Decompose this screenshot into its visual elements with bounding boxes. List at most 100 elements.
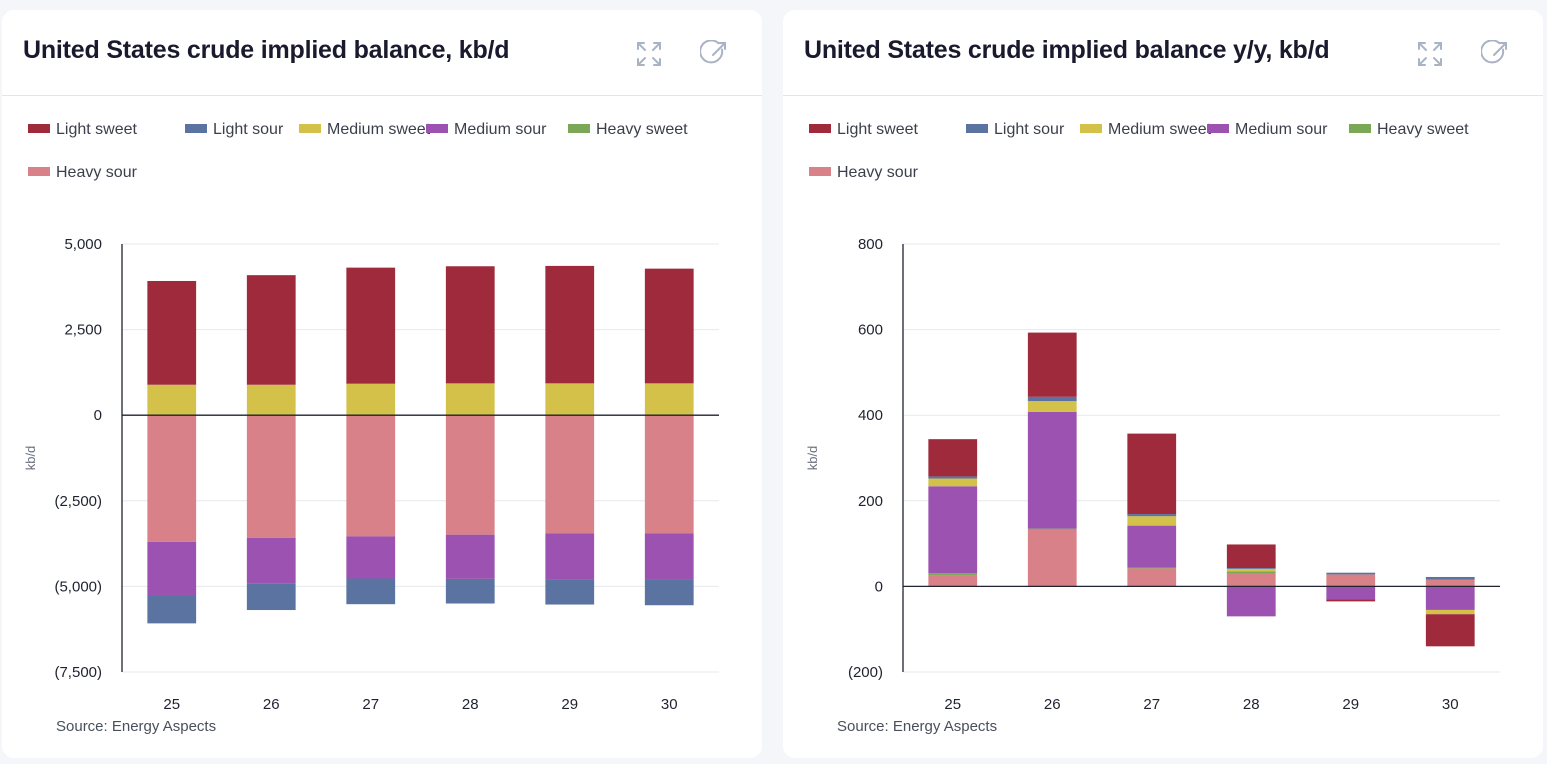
- y-tick-label: 5,000: [64, 236, 102, 253]
- bar-segment-medium-sour[interactable]: [1027, 411, 1077, 529]
- bar-segment-medium-sour[interactable]: [1127, 525, 1177, 568]
- bar-segment-heavy-sour[interactable]: [445, 415, 495, 535]
- bar-segment-heavy-sour[interactable]: [1326, 574, 1376, 587]
- bar-segment-medium-sour[interactable]: [346, 536, 396, 579]
- chart-title: United States crude implied balance y/y,…: [804, 36, 1330, 64]
- bar-segment-medium-sour[interactable]: [246, 537, 296, 584]
- legend-item-medium-sweet[interactable]: Medium sweet: [299, 120, 430, 140]
- bar-segment-light-sour[interactable]: [1226, 568, 1276, 569]
- x-tick-label: 28: [462, 696, 479, 713]
- bar-segment-light-sweet[interactable]: [1127, 433, 1177, 515]
- legend-item-light-sweet[interactable]: Light sweet: [28, 120, 137, 140]
- legend-label: Heavy sour: [837, 164, 918, 181]
- chart-card-balance-yoy: United States crude implied balance y/y,…: [783, 10, 1543, 758]
- bar-segment-light-sour[interactable]: [246, 583, 296, 611]
- bar-segment-medium-sour[interactable]: [1425, 586, 1475, 610]
- bar-segment-light-sour[interactable]: [928, 476, 978, 479]
- bar-segment-light-sweet[interactable]: [1425, 614, 1475, 647]
- bar-segment-heavy-sour[interactable]: [147, 415, 197, 542]
- bar-segment-medium-sour[interactable]: [1226, 586, 1276, 617]
- bar-segment-light-sour[interactable]: [1127, 514, 1177, 517]
- bar-segment-heavy-sweet[interactable]: [1027, 528, 1077, 530]
- bar-segment-medium-sweet[interactable]: [545, 383, 595, 416]
- share-icon[interactable]: [1481, 40, 1509, 68]
- bar-segment-medium-sweet[interactable]: [147, 384, 197, 416]
- bar-segment-heavy-sour[interactable]: [644, 415, 694, 534]
- legend-item-heavy-sweet[interactable]: Heavy sweet: [568, 120, 688, 140]
- bar-segment-medium-sour[interactable]: [445, 534, 495, 579]
- y-axis-label: kb/d: [23, 446, 38, 471]
- y-tick-label: 0: [94, 407, 102, 424]
- expand-icon[interactable]: [1416, 40, 1444, 68]
- bar-segment-medium-sweet[interactable]: [1226, 568, 1276, 572]
- bar-segment-light-sweet[interactable]: [147, 280, 197, 385]
- bar-segment-light-sour[interactable]: [545, 579, 595, 605]
- y-tick-label: 0: [875, 578, 883, 595]
- legend-swatch: [28, 124, 50, 134]
- bar-segment-medium-sweet[interactable]: [246, 384, 296, 416]
- bar-segment-medium-sweet[interactable]: [346, 383, 396, 416]
- y-tick-label: (7,500): [54, 664, 102, 681]
- bar-segment-light-sour[interactable]: [346, 578, 396, 605]
- legend-label: Medium sour: [454, 121, 547, 138]
- legend-swatch: [185, 124, 207, 134]
- legend-item-medium-sweet[interactable]: Medium sweet: [1080, 120, 1211, 140]
- bar-segment-light-sweet[interactable]: [346, 267, 396, 384]
- bar-segment-medium-sour[interactable]: [147, 541, 197, 596]
- legend-item-medium-sour[interactable]: Medium sour: [426, 120, 546, 140]
- legend-item-light-sour[interactable]: Light sour: [185, 120, 283, 140]
- legend-item-medium-sour[interactable]: Medium sour: [1207, 120, 1327, 140]
- bar-segment-heavy-sour[interactable]: [545, 415, 595, 534]
- legend-label: Heavy sour: [56, 164, 137, 181]
- legend-item-heavy-sour[interactable]: Heavy sour: [809, 163, 918, 183]
- legend-label: Medium sour: [1235, 121, 1328, 138]
- bar-segment-heavy-sour[interactable]: [1027, 529, 1077, 587]
- bar-segment-heavy-sweet[interactable]: [1226, 571, 1276, 574]
- bar-segment-light-sweet[interactable]: [445, 266, 495, 384]
- share-icon[interactable]: [700, 40, 728, 68]
- source-note: Source: Energy Aspects: [837, 718, 998, 735]
- bar-segment-medium-sour[interactable]: [545, 533, 595, 580]
- bar-segment-heavy-sour[interactable]: [928, 575, 978, 587]
- legend-swatch: [568, 124, 590, 134]
- bar-segment-medium-sour[interactable]: [1326, 586, 1376, 600]
- y-tick-label: 2,500: [64, 322, 102, 339]
- bar-segment-heavy-sweet[interactable]: [1127, 567, 1177, 569]
- bar-segment-light-sour[interactable]: [1027, 396, 1077, 402]
- bar-segment-medium-sweet[interactable]: [1425, 609, 1475, 615]
- bar-segment-medium-sour[interactable]: [644, 533, 694, 580]
- legend-item-light-sweet[interactable]: Light sweet: [809, 120, 918, 140]
- y-tick-label: 200: [858, 493, 883, 510]
- bar-segment-light-sour[interactable]: [147, 595, 197, 624]
- bar-segment-light-sweet[interactable]: [246, 275, 296, 385]
- bar-segment-heavy-sour[interactable]: [346, 415, 396, 537]
- legend-item-light-sour[interactable]: Light sour: [966, 120, 1064, 140]
- bar-segment-heavy-sour[interactable]: [246, 415, 296, 538]
- bar-segment-medium-sweet[interactable]: [1027, 401, 1077, 412]
- legend-swatch: [1349, 124, 1371, 134]
- bar-segment-light-sour[interactable]: [1425, 576, 1475, 580]
- bar-segment-medium-sweet[interactable]: [644, 383, 694, 416]
- expand-icon[interactable]: [635, 40, 663, 68]
- bar-segment-light-sweet[interactable]: [644, 268, 694, 384]
- x-tick-label: 29: [561, 696, 578, 713]
- bar-segment-medium-sweet[interactable]: [1127, 516, 1177, 526]
- bar-segment-light-sour[interactable]: [644, 579, 694, 606]
- bar-segment-heavy-sour[interactable]: [1425, 579, 1475, 587]
- legend-swatch: [1207, 124, 1229, 134]
- bar-segment-heavy-sour[interactable]: [1127, 568, 1177, 587]
- bar-segment-heavy-sour[interactable]: [1226, 573, 1276, 587]
- legend-item-heavy-sour[interactable]: Heavy sour: [28, 163, 137, 183]
- bar-segment-light-sour[interactable]: [1326, 572, 1376, 575]
- bar-segment-heavy-sweet[interactable]: [928, 573, 978, 576]
- bar-segment-light-sweet[interactable]: [1226, 544, 1276, 568]
- bar-segment-light-sweet[interactable]: [545, 265, 595, 384]
- bar-segment-medium-sweet[interactable]: [928, 478, 978, 487]
- bar-segment-light-sweet[interactable]: [1326, 599, 1376, 602]
- bar-segment-light-sour[interactable]: [445, 578, 495, 604]
- legend-item-heavy-sweet[interactable]: Heavy sweet: [1349, 120, 1469, 140]
- bar-segment-medium-sour[interactable]: [928, 486, 978, 574]
- bar-segment-medium-sweet[interactable]: [445, 383, 495, 416]
- bar-segment-light-sweet[interactable]: [928, 439, 978, 477]
- bar-segment-light-sweet[interactable]: [1027, 332, 1077, 397]
